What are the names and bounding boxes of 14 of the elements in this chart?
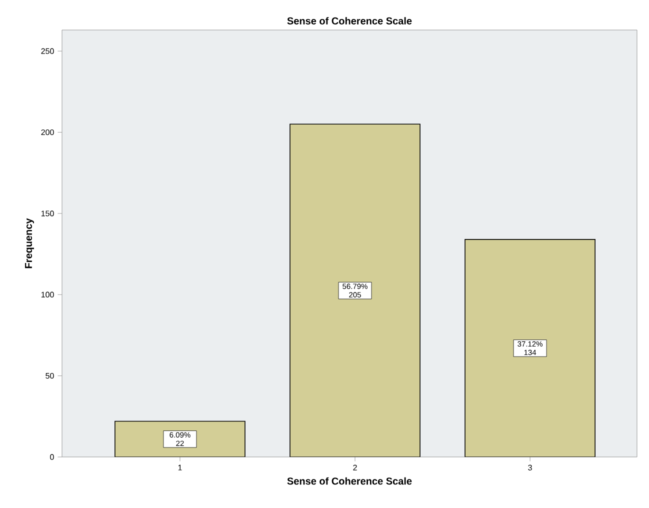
- y-tick-label: 150: [41, 210, 54, 216]
- y-tick-label: 100: [41, 292, 54, 298]
- y-tick-label: 250: [41, 48, 54, 54]
- bar: [290, 124, 420, 457]
- y-tick-label: 0: [50, 454, 54, 460]
- x-tick-label: 1: [178, 464, 182, 470]
- x-tick-label: 2: [353, 464, 357, 470]
- y-axis-title: Frequency: [25, 218, 34, 268]
- x-tick-label: 3: [528, 464, 532, 470]
- y-tick-label: 200: [41, 129, 54, 136]
- bar: [464, 239, 596, 457]
- x-axis-title: Sense of Coherence Scale: [287, 477, 412, 485]
- y-tick-label: 50: [46, 372, 54, 379]
- chart-title: Sense of Coherence Scale: [287, 17, 412, 24]
